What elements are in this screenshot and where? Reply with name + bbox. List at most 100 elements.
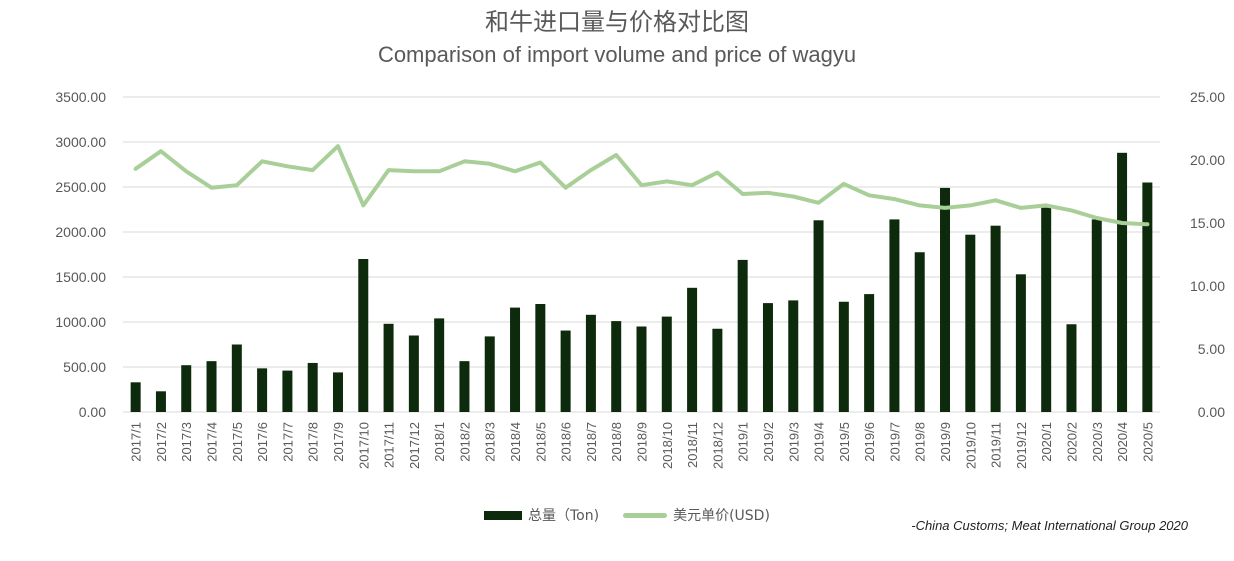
y-left-tick-label: 3500.00	[55, 89, 106, 105]
x-tick-label: 2019/12	[1014, 422, 1029, 469]
x-tick-label: 2019/11	[989, 422, 1004, 468]
bar-volume	[1117, 152, 1128, 413]
bar-volume	[585, 314, 596, 412]
y-right-tick-label: 15.00	[1190, 215, 1225, 231]
y-left-tick-label: 2000.00	[55, 224, 106, 240]
x-tick-label: 2019/9	[938, 422, 953, 462]
x-tick-label: 2017/11	[382, 422, 397, 468]
x-tick-label: 2017/4	[205, 422, 220, 462]
bar-volume	[737, 259, 748, 412]
bar-volume	[687, 287, 698, 412]
x-tick-label: 2019/10	[963, 422, 978, 469]
bar-volume	[510, 307, 521, 412]
y-right-tick-label: 10.00	[1190, 278, 1225, 294]
bar-volume	[358, 259, 369, 412]
x-tick-label: 2018/4	[508, 422, 523, 462]
bar-volume	[408, 335, 419, 412]
bar-volume	[889, 219, 900, 412]
x-tick-label: 2017/8	[306, 422, 321, 462]
x-tick-label: 2017/5	[230, 422, 245, 462]
y-left-tick-label: 500.00	[63, 359, 106, 375]
bar-volume	[1041, 207, 1052, 412]
x-tick-label: 2018/9	[635, 422, 650, 462]
x-tick-label: 2018/7	[584, 422, 599, 462]
x-tick-label: 2019/8	[913, 422, 928, 462]
bar-volume	[1015, 274, 1026, 412]
bar-volume	[838, 301, 849, 412]
bar-volume	[1142, 182, 1153, 412]
y-left-tick-label: 1500.00	[55, 269, 106, 285]
bar-volume	[940, 187, 951, 412]
y-right-tick-label: 25.00	[1190, 89, 1225, 105]
x-tick-label: 2018/1	[432, 422, 447, 462]
x-tick-label: 2020/1	[1039, 422, 1054, 462]
bar-volume	[155, 391, 166, 412]
y-right-tick-label: 5.00	[1198, 341, 1225, 357]
bar-volume	[990, 225, 1001, 412]
x-tick-label: 2019/2	[761, 422, 776, 462]
bar-volume	[383, 323, 394, 412]
x-tick-label: 2019/4	[812, 422, 827, 462]
y-left-tick-label: 1000.00	[55, 314, 106, 330]
x-tick-label: 2018/2	[457, 422, 472, 462]
bar-volume	[484, 336, 495, 412]
y-right-tick-label: 0.00	[1198, 404, 1225, 420]
bar-volume	[434, 318, 445, 412]
bar-volume	[459, 361, 470, 412]
bar-volume	[560, 330, 571, 412]
y-left-tick-label: 2500.00	[55, 179, 106, 195]
x-tick-label: 2017/3	[179, 422, 194, 462]
bar-volume	[864, 294, 875, 412]
x-tick-label: 2017/7	[280, 422, 295, 462]
legend-swatch-volume	[484, 510, 522, 520]
bar-volume	[332, 372, 343, 412]
x-tick-label: 2017/2	[154, 422, 169, 462]
x-tick-label: 2018/6	[559, 422, 574, 462]
bar-volume	[1091, 219, 1102, 412]
bar-volume	[611, 321, 622, 412]
y-left-tick-label: 3000.00	[55, 134, 106, 150]
chart-legend: 总量（Ton) 美元单价(USD)	[484, 505, 794, 525]
x-tick-label: 2018/11	[685, 422, 700, 468]
chart-title-cn: 和牛进口量与价格对比图	[485, 8, 749, 36]
bar-volume	[130, 382, 141, 412]
source-note: -China Customs; Meat International Group…	[911, 518, 1188, 533]
x-tick-label: 2020/3	[1090, 422, 1105, 462]
x-tick-label: 2018/12	[710, 422, 725, 469]
y-left-tick-label: 0.00	[79, 404, 106, 420]
bar-volume	[636, 326, 647, 412]
legend-item-price: 美元单价(USD)	[623, 505, 770, 525]
bar-volume	[206, 361, 217, 412]
bar-volume	[661, 316, 672, 412]
x-tick-label: 2019/6	[862, 422, 877, 462]
line-price	[133, 144, 1150, 227]
x-tick-label: 2017/1	[129, 422, 144, 462]
bar-volume	[965, 234, 976, 412]
x-tick-label: 2020/5	[1140, 422, 1155, 462]
bar-volume	[181, 365, 192, 412]
bar-volume	[535, 304, 546, 412]
legend-label-price: 美元单价(USD)	[673, 508, 770, 524]
legend-item-volume: 总量（Ton)	[484, 505, 599, 525]
bar-volume	[307, 362, 318, 412]
x-tick-label: 2018/5	[533, 422, 548, 462]
bar-volume	[712, 328, 723, 412]
x-tick-label: 2020/4	[1115, 422, 1130, 462]
x-tick-label: 2019/1	[736, 422, 751, 462]
x-tick-label: 2017/12	[407, 422, 422, 469]
x-tick-label: 2020/2	[1064, 422, 1079, 462]
x-tick-label: 2019/5	[837, 422, 852, 462]
bar-volume	[813, 220, 824, 412]
x-tick-label: 2017/9	[331, 422, 346, 462]
legend-label-volume: 总量（Ton)	[528, 508, 600, 524]
y-right-tick-label: 20.00	[1190, 152, 1225, 168]
legend-swatch-price	[623, 512, 668, 518]
x-tick-label: 2019/7	[887, 422, 902, 462]
chart-title-en: Comparison of import volume and price of…	[377, 42, 857, 67]
bar-volume	[1066, 324, 1077, 412]
bar-volume	[282, 370, 293, 412]
bar-volume	[914, 252, 925, 412]
x-tick-label: 2019/3	[786, 422, 801, 462]
